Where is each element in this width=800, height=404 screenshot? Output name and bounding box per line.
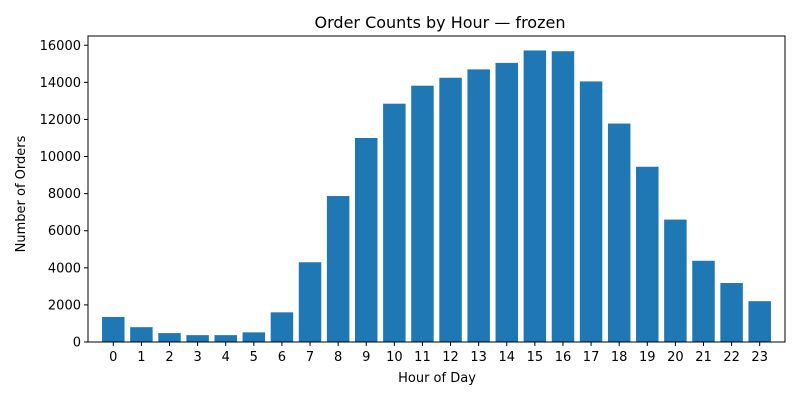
bar-hour-12 bbox=[439, 77, 462, 343]
x-tick-label: 1 bbox=[137, 350, 145, 365]
y-tick-label: 0 bbox=[73, 336, 81, 351]
x-tick-label: 23 bbox=[751, 350, 768, 365]
x-tick-label: 5 bbox=[250, 350, 258, 365]
x-tick-label: 13 bbox=[470, 350, 487, 365]
bar-hour-16 bbox=[551, 51, 575, 342]
x-tick-label: 18 bbox=[611, 350, 628, 365]
y-tick-label: 4000 bbox=[48, 261, 81, 276]
x-tick-label: 16 bbox=[555, 350, 572, 365]
x-tick-label: 15 bbox=[527, 350, 544, 365]
bar-hour-3 bbox=[186, 335, 209, 342]
x-tick-label: 17 bbox=[583, 350, 600, 365]
y-tick-label: 8000 bbox=[48, 187, 81, 202]
y-tick-label: 14000 bbox=[40, 76, 81, 91]
bar-hour-0 bbox=[102, 316, 125, 342]
x-tick-label: 10 bbox=[386, 350, 403, 365]
bar-hour-20 bbox=[664, 219, 687, 342]
bar-hour-18 bbox=[607, 123, 631, 342]
x-tick-label: 3 bbox=[193, 350, 201, 365]
bar-hour-4 bbox=[214, 335, 237, 342]
bars-group bbox=[102, 50, 771, 343]
bar-hour-23 bbox=[748, 301, 771, 342]
bar-hour-21 bbox=[692, 260, 715, 342]
y-tick-label: 12000 bbox=[40, 113, 81, 128]
x-tick-label: 20 bbox=[667, 350, 684, 365]
x-axis-label: Hour of Day bbox=[398, 371, 476, 386]
x-tick-label: 2 bbox=[165, 350, 173, 365]
bar-hour-1 bbox=[130, 327, 153, 342]
x-tick-label: 6 bbox=[278, 350, 286, 365]
y-axis-label: Number of Orders bbox=[14, 135, 29, 252]
x-tick-label: 4 bbox=[222, 350, 230, 365]
bar-hour-17 bbox=[579, 81, 603, 342]
x-tick-label: 9 bbox=[362, 350, 370, 365]
bar-hour-15 bbox=[523, 50, 547, 342]
y-tick-label: 2000 bbox=[48, 298, 81, 313]
bar-hour-9 bbox=[354, 138, 378, 342]
bar-hour-22 bbox=[720, 283, 743, 342]
x-tick-label: 11 bbox=[414, 350, 431, 365]
bar-hour-6 bbox=[270, 312, 294, 342]
x-axis: 0 1 2 3 4 5 6 7 8 9 10 11 12 13 14 15 16 17 18 19 20 21 22 23 bbox=[109, 342, 768, 365]
bar-hour-14 bbox=[495, 62, 519, 343]
bar-hour-19 bbox=[636, 166, 659, 342]
x-tick-label: 7 bbox=[306, 350, 314, 365]
x-tick-label: 12 bbox=[442, 350, 459, 365]
bar-hour-8 bbox=[326, 196, 350, 342]
x-tick-label: 19 bbox=[639, 350, 656, 365]
bar-hour-2 bbox=[158, 333, 181, 342]
bar-hour-13 bbox=[467, 69, 490, 342]
bar-hour-11 bbox=[411, 85, 434, 343]
x-tick-label: 22 bbox=[723, 350, 740, 365]
bar-hour-10 bbox=[383, 103, 406, 342]
y-axis: 0 2000 4000 6000 8000 10000 12000 14000 16000 bbox=[40, 39, 88, 351]
bar-hour-7 bbox=[298, 262, 322, 342]
y-tick-label: 10000 bbox=[40, 150, 81, 165]
x-tick-label: 8 bbox=[334, 350, 342, 365]
y-tick-label: 6000 bbox=[48, 224, 81, 239]
x-tick-label: 14 bbox=[498, 350, 515, 365]
x-tick-label: 0 bbox=[109, 350, 117, 365]
x-tick-label: 21 bbox=[695, 350, 712, 365]
plot-frame bbox=[87, 35, 786, 343]
chart-title: Order Counts by Hour — frozen bbox=[315, 13, 566, 32]
bar-hour-5 bbox=[242, 332, 266, 342]
y-tick-label: 16000 bbox=[40, 39, 81, 54]
